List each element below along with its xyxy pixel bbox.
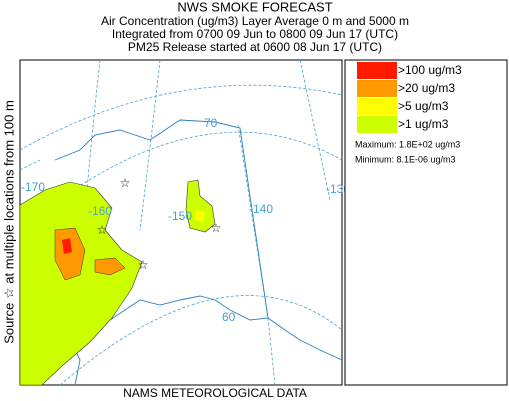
legend-label: >5 ug/m3: [398, 99, 449, 113]
source-star: ☆: [97, 223, 108, 237]
source-star: ☆: [120, 176, 131, 190]
longitude-label: -170: [21, 180, 45, 194]
latitude-label: 60: [222, 310, 236, 324]
map: ☆ ☆ ☆ ☆ -170 -160 -150 -140 -130 70 60: [19, 59, 350, 386]
legend-swatch: [357, 62, 397, 79]
legend-label: >1 ug/m3: [398, 117, 449, 131]
legend-minimum: Minimum: 8.1E-06 ug/m3: [355, 154, 456, 164]
source-markers: ☆ ☆ ☆ ☆: [97, 176, 222, 272]
subtitle-line: PM25 Release started at 0600 08 Jun 17 (…: [128, 40, 382, 54]
latitude-label: 70: [204, 116, 218, 130]
legend-swatch: [357, 116, 397, 133]
graticule-labels: -170 -160 -150 -140 -130 70 60: [21, 116, 350, 324]
legend-label: >20 ug/m3: [398, 81, 455, 95]
legend-swatch: [357, 98, 397, 115]
longitude-label: -150: [168, 209, 192, 223]
source-star: ☆: [211, 221, 222, 235]
legend-swatch: [357, 80, 397, 97]
source-star: ☆: [138, 258, 149, 272]
longitude-label: -160: [88, 204, 112, 218]
subtitle-line: Integrated from 0700 09 Jun to 0800 09 J…: [112, 27, 398, 41]
longitude-label: -130: [326, 182, 350, 196]
smoke-plume: [19, 179, 216, 386]
legend: >100 ug/m3 >20 ug/m3 >5 ug/m3 >1 ug/m3: [357, 62, 462, 133]
title: NWS SMOKE FORECAST: [177, 0, 332, 14]
legend-label: >100 ug/m3: [398, 63, 462, 77]
subtitle-line: Air Concentration (ug/m3) Layer Average …: [101, 14, 409, 28]
side-label: Source ☆ at multiple locations from 100 …: [1, 100, 16, 344]
longitude-label: -140: [249, 202, 273, 216]
legend-maximum: Maximum: 1.8E+02 ug/m3: [355, 139, 460, 149]
footer: NAMS METEOROLOGICAL DATA: [123, 386, 307, 400]
